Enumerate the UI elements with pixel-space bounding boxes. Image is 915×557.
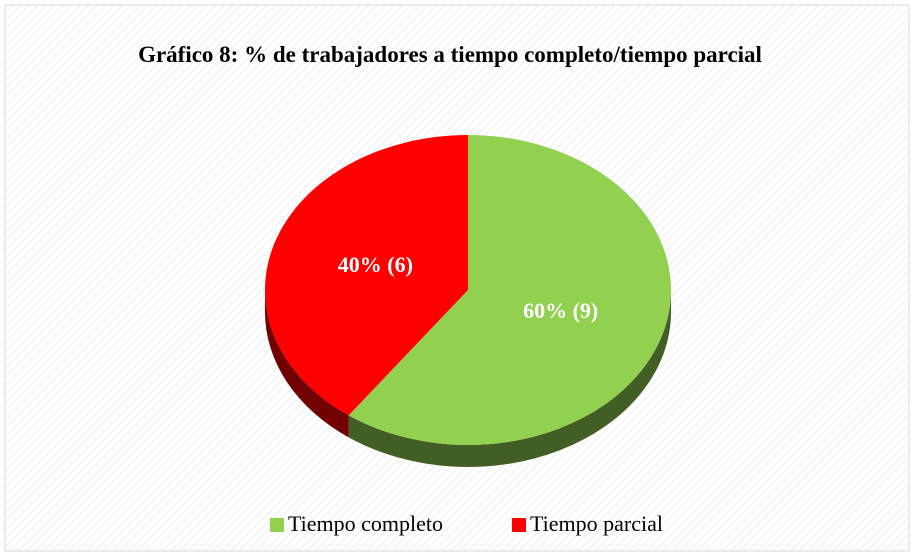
pie-slice	[348, 135, 671, 446]
legend-swatch	[270, 518, 284, 532]
legend-swatch	[512, 518, 526, 532]
legend-label: Tiempo parcial	[530, 511, 663, 536]
legend-label: Tiempo completo	[288, 511, 443, 536]
pie-slice	[265, 135, 468, 416]
pie-slice-side	[348, 290, 671, 467]
chart-title: Gráfico 8: % de trabajadores a tiempo co…	[138, 42, 762, 67]
pie-slice-side	[265, 290, 349, 438]
data-label: 60% (9)	[523, 298, 598, 323]
data-label: 40% (6)	[338, 252, 413, 277]
